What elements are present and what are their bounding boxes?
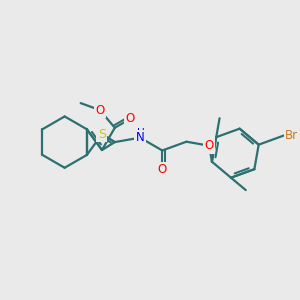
Text: H: H xyxy=(137,128,145,138)
Text: N: N xyxy=(136,131,144,144)
Text: S: S xyxy=(98,128,106,141)
Text: Br: Br xyxy=(285,128,298,142)
Text: O: O xyxy=(95,103,105,117)
Text: O: O xyxy=(205,139,214,152)
Text: O: O xyxy=(126,112,135,125)
Text: O: O xyxy=(158,163,167,176)
